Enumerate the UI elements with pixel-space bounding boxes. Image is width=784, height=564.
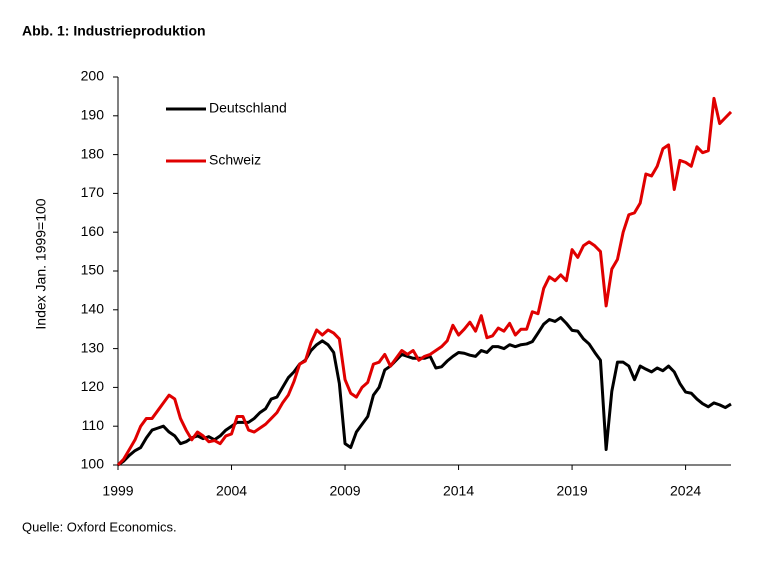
y-tick-label: 170 [81, 184, 105, 200]
y-tick-label: 180 [81, 145, 105, 161]
x-tick-label: 2014 [443, 483, 474, 499]
x-tick-label: 2024 [670, 483, 701, 499]
y-tick-label: 160 [81, 223, 105, 239]
x-tick-label: 2004 [216, 483, 247, 499]
y-tick-label: 200 [81, 68, 105, 84]
line-series [117, 316, 732, 467]
legend-label: Schweiz [209, 152, 261, 168]
y-tick-label: 110 [82, 417, 105, 433]
line-series [116, 96, 733, 467]
y-tick-label: 150 [81, 262, 105, 278]
y-tick-label: 140 [81, 301, 105, 317]
legend-label: Deutschland [209, 100, 287, 116]
y-tick-label: 100 [81, 456, 105, 472]
chart-title: Abb. 1: Industrieproduktion [22, 23, 206, 39]
x-tick-label: 2009 [329, 483, 360, 499]
y-tick-label: 120 [81, 378, 105, 394]
y-tick-label: 130 [81, 339, 105, 355]
source-note: Quelle: Oxford Economics. [22, 519, 177, 534]
y-tick-label: 190 [81, 107, 105, 123]
x-tick-label: 1999 [102, 483, 133, 499]
y-axis-label: Index Jan. 1999=100 [33, 198, 49, 329]
x-tick-label: 2019 [556, 483, 587, 499]
